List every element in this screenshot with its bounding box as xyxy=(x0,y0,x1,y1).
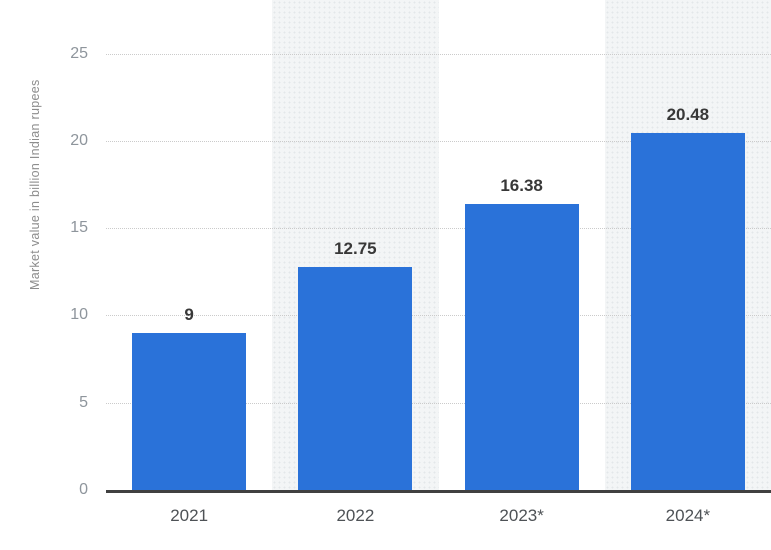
bar-value-label: 20.48 xyxy=(666,104,710,124)
y-axis-tick-label: 0 xyxy=(79,481,88,498)
bar[interactable] xyxy=(464,204,579,490)
y-axis-tick-label: 20 xyxy=(70,131,88,149)
gridline xyxy=(106,315,771,317)
y-axis-title: Market value in billion Indian rupees xyxy=(28,79,42,291)
gridline xyxy=(106,228,771,230)
plot-area: 9 12.75 16.38 20.48 xyxy=(106,0,771,490)
x-axis-tick-label: 2022 xyxy=(336,506,375,525)
gridline xyxy=(106,402,771,404)
y-axis-tick-label: 10 xyxy=(70,306,88,324)
x-axis-tick-label: 2023* xyxy=(499,506,544,525)
bar[interactable] xyxy=(630,132,745,490)
y-axis-tick-label: 25 xyxy=(70,44,88,62)
x-axis-line xyxy=(106,490,771,493)
gridline xyxy=(106,140,771,142)
x-axis-tick-label: 2021 xyxy=(170,506,209,525)
bar[interactable] xyxy=(132,332,247,490)
bar-value-label: 9 xyxy=(184,304,194,324)
x-axis-tick-label: 2024* xyxy=(665,506,711,525)
y-axis-tick-label: 5 xyxy=(79,393,88,411)
bar-value-label: 16.38 xyxy=(500,176,543,196)
y-axis-tick-label: 15 xyxy=(70,219,88,237)
gridline xyxy=(106,53,771,55)
bar[interactable] xyxy=(298,267,413,490)
bar-value-label: 12.75 xyxy=(334,239,377,259)
